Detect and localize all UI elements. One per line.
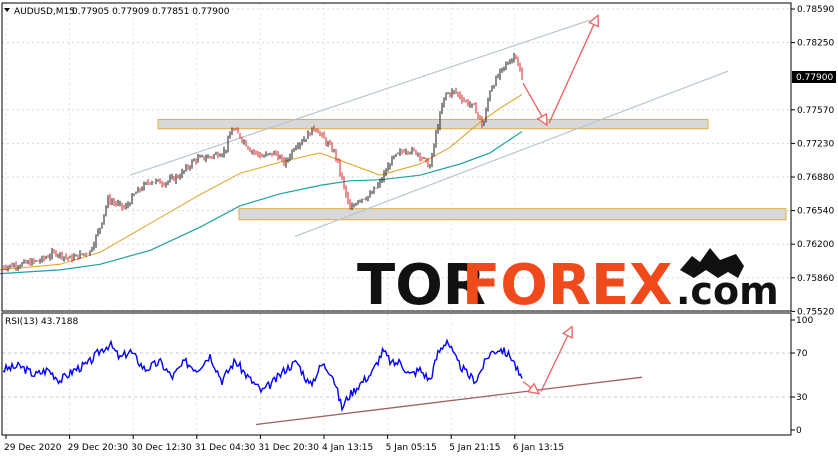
time-tick-label: 5 Jan 21:15	[449, 443, 500, 453]
watermark: TOR FOREX .com	[357, 248, 779, 318]
price-tick-label: 0.78250	[797, 39, 834, 49]
time-tick-label: 6 Jan 13:15	[513, 443, 564, 453]
watermark-part1: TOR	[357, 253, 486, 318]
time-tick-label: 31 Dec 20:30	[258, 443, 319, 453]
price-tick-label: 0.78590	[797, 5, 834, 15]
rsi-forecast-arrow-1	[540, 326, 573, 392]
forecast-arrows	[522, 14, 600, 127]
watermark-part2: FOREX	[462, 253, 672, 318]
rsi-plot-frame	[1, 312, 792, 436]
price-tick-label: 0.76880	[797, 173, 834, 183]
header: AUDUSD,M15 0.77905 0.77909 0.77851 0.779…	[4, 7, 230, 17]
price-tick-label: 0.75860	[797, 274, 834, 284]
main-forecast-arrow-0-head	[536, 112, 548, 127]
symbol-label: AUDUSD,M15	[14, 7, 75, 17]
price-tick-label: 0.77570	[797, 106, 834, 116]
channel-upper-line	[129, 19, 591, 176]
rsi-tick-label: 30	[796, 393, 808, 403]
time-tick-label: 5 Jan 05:15	[386, 443, 437, 453]
zones	[157, 118, 787, 221]
support-zone	[238, 208, 787, 221]
dropdown-triangle-icon[interactable]	[4, 8, 10, 12]
rsi-forecast-arrow-0-head	[526, 382, 541, 395]
price-tick-label: 0.76200	[797, 240, 834, 250]
rsi-line	[2, 338, 523, 413]
candles	[1, 52, 523, 272]
ma-fast-line	[0, 93, 523, 271]
price-tick-label: 0.76540	[797, 207, 834, 217]
time-tick-label: 29 Dec 2020	[4, 443, 62, 453]
resistance-zone	[157, 118, 709, 130]
rsi-panel: 100 70 30 0	[2, 316, 813, 436]
price-tick-label: 0.77230	[797, 139, 834, 149]
price-tick-label: 0.75520	[797, 307, 834, 317]
axes: 0.78590 0.78250 0.77570 0.77230 0.76880 0.765…	[4, 5, 836, 453]
current-price-label: 0.77900	[796, 73, 833, 83]
ohlc-label: 0.77905 0.77909 0.77851 0.77900	[72, 7, 230, 17]
moving-averages	[0, 93, 523, 275]
rsi-tick-label: 0	[796, 426, 802, 436]
channel-lines	[129, 19, 729, 238]
rsi-tick-label: 100	[796, 316, 813, 326]
main-forecast-arrow-1	[548, 15, 599, 124]
time-tick-label: 31 Dec 04:30	[195, 443, 256, 453]
channel-lower-line	[294, 70, 729, 238]
ma-slow-line	[0, 131, 523, 275]
time-tick-label: 4 Jan 13:15	[322, 443, 373, 453]
time-tick-label: 30 Dec 12:30	[131, 443, 192, 453]
rsi-trend-line	[255, 376, 643, 426]
rsi-title: RSI(13) 43.7188	[5, 317, 78, 327]
rsi-forecast-arrow-1-head	[561, 325, 573, 339]
main-forecast-arrow-1-head	[588, 14, 600, 28]
rsi-tick-label: 70	[796, 349, 808, 359]
time-tick-label: 29 Dec 20:30	[68, 443, 129, 453]
main-plot-frame	[1, 2, 792, 312]
chart-frames	[1, 2, 792, 436]
current-price-box	[792, 71, 836, 83]
grid	[2, 3, 791, 435]
bull-bear-logo-icon	[680, 248, 744, 278]
